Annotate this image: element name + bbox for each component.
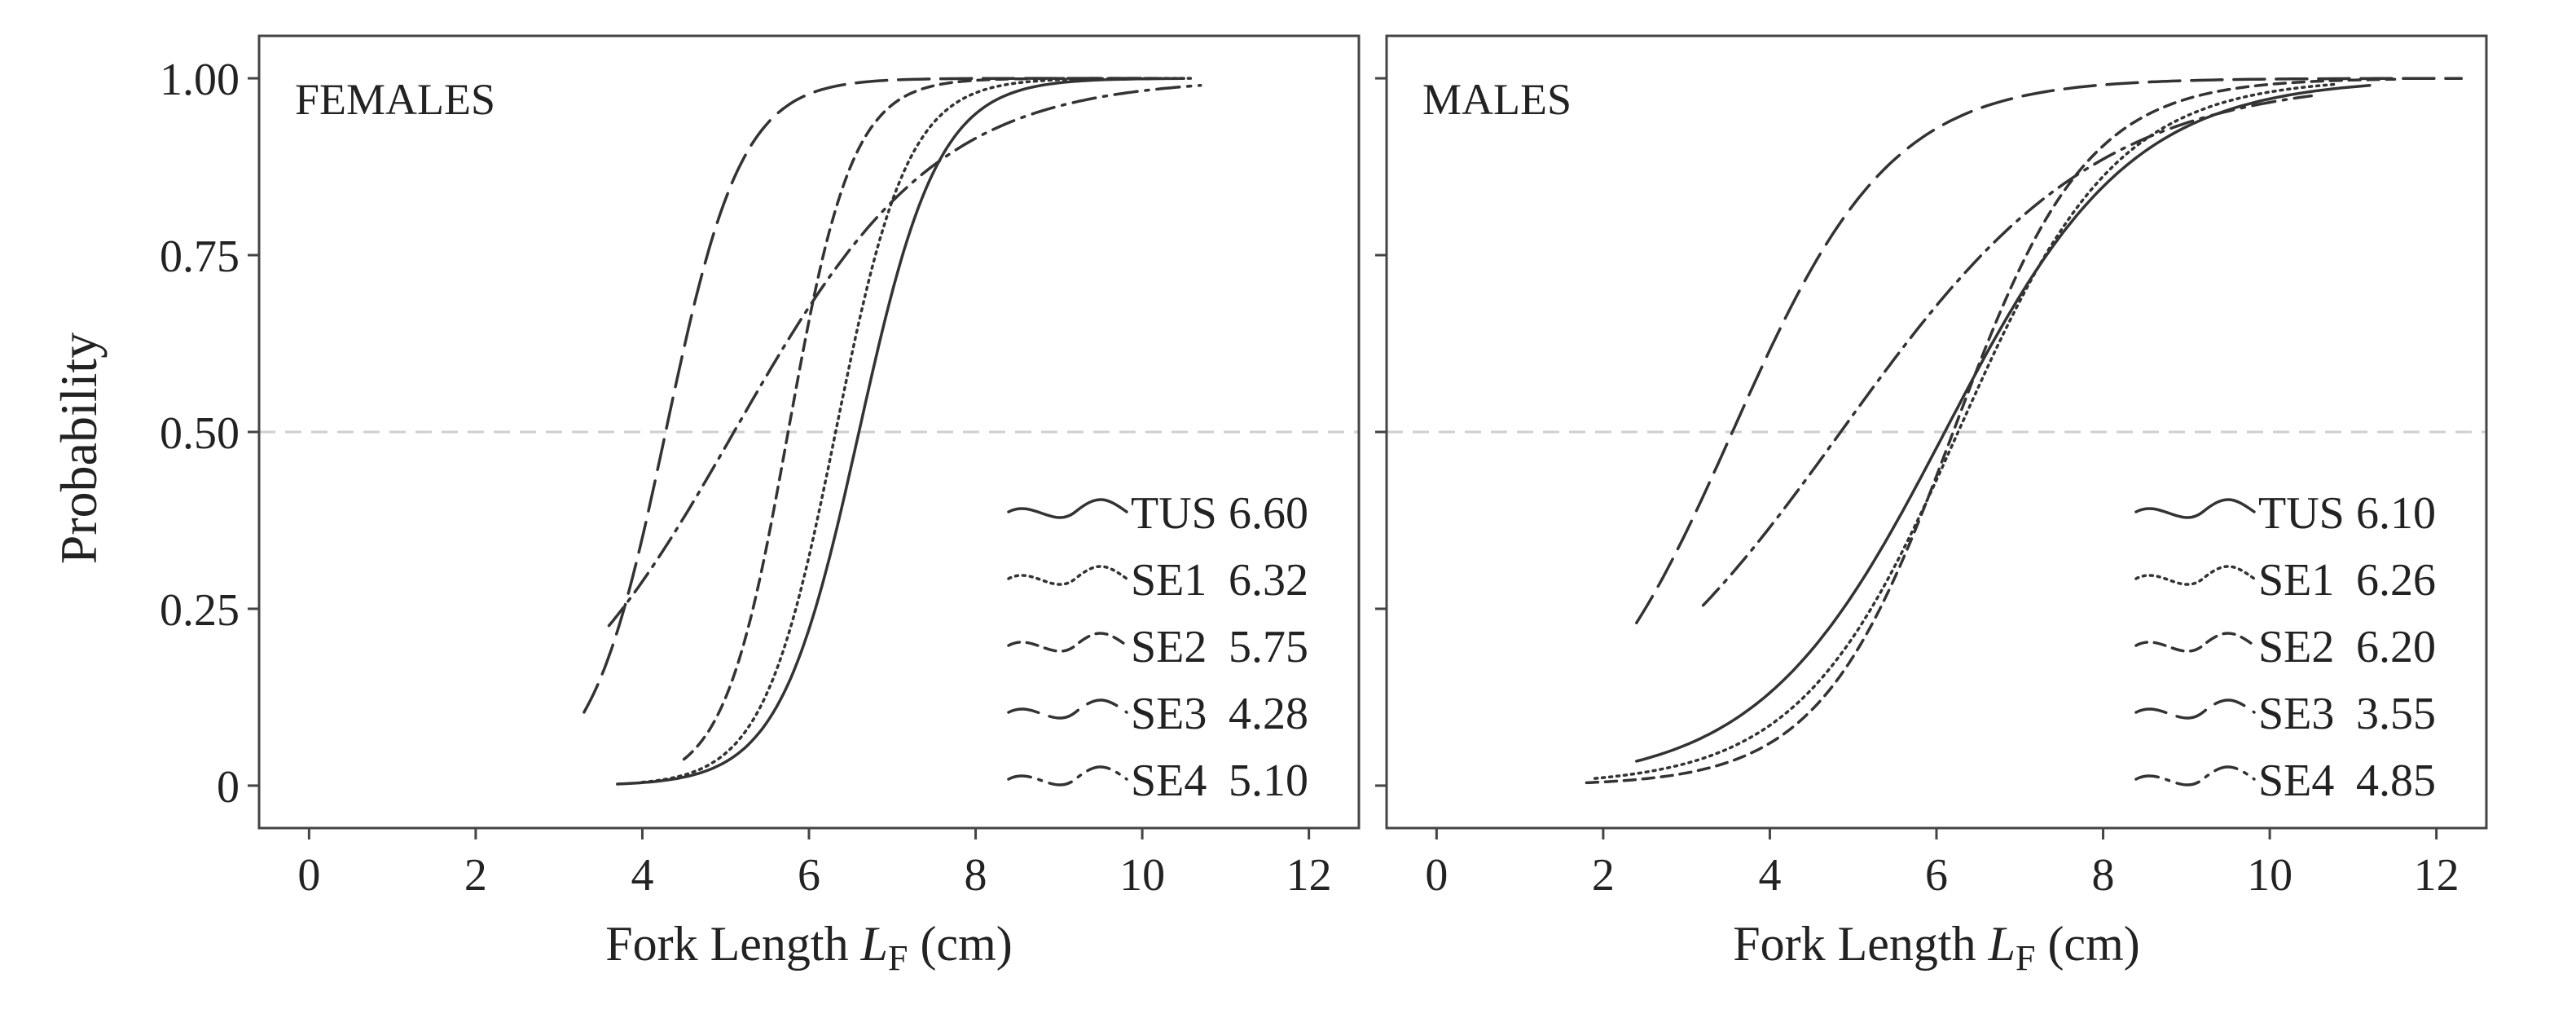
- x-tick-label: 4: [1758, 850, 1781, 901]
- curve-tus: [1635, 84, 2372, 763]
- legend-label-tus: TUS: [1131, 488, 1217, 539]
- legend-key-se4: [2134, 765, 2256, 786]
- panel-females: 0 0.25 0.50 0.75 1.00 0 2 4 6 8 10 12 Fork Length LF…: [160, 34, 1361, 978]
- legend-key-se1: [1007, 565, 1128, 586]
- legend-label-se4: SE4: [1131, 756, 1207, 806]
- legend-key-se3: [2134, 698, 2256, 720]
- curve-se3: [1635, 77, 2464, 624]
- legend-label-se1: SE1: [1131, 555, 1207, 606]
- curve-se4: [1701, 94, 2313, 607]
- legend-value-se2: 5.75: [1229, 622, 1308, 672]
- legend-label-tus: TUS: [2258, 488, 2345, 539]
- y-tick-label: 0: [217, 762, 240, 813]
- y-tick-label: 0.25: [160, 585, 240, 636]
- curve-tus: [616, 77, 1185, 786]
- x-tick-label: 0: [1425, 850, 1448, 901]
- legend-label-se3: SE3: [2258, 689, 2334, 739]
- legend-value-se1: 6.32: [1229, 555, 1308, 606]
- legend-value-tus: 6.10: [2356, 488, 2436, 539]
- legend-value-se4: 5.10: [1229, 756, 1308, 806]
- x-axis-title: Fork Length LF (cm): [1733, 917, 2139, 978]
- x-tick-label: 4: [631, 850, 653, 901]
- x-tick-label: 10: [2247, 850, 2292, 901]
- panel-males: 0 2 4 6 8 10 12 Fork Length LF (cm) MALES TUS 6.10…: [1375, 34, 2488, 978]
- x-tick-label: 6: [1925, 850, 1948, 901]
- legend-value-se3: 3.55: [2356, 689, 2436, 739]
- legend-label-se4: SE4: [2258, 756, 2334, 806]
- x-axis-title: Fork Length LF (cm): [605, 917, 1012, 978]
- x-tick-label: 10: [1119, 850, 1165, 901]
- legend-label-se1: SE1: [2258, 555, 2334, 606]
- legend-key-se4: [1007, 765, 1128, 786]
- legend-key-se3: [1007, 698, 1128, 720]
- curve-se4: [607, 84, 1202, 628]
- x-tick-label: 2: [464, 850, 487, 901]
- x-tick-label: 0: [297, 850, 320, 901]
- y-tick-label: 0.75: [160, 231, 240, 282]
- curve-se1: [640, 77, 1194, 784]
- legend-value-tus: 6.60: [1229, 488, 1308, 539]
- curve-se3: [582, 77, 1144, 714]
- y-tick-label: 1.00: [160, 55, 240, 105]
- legend-key-se2: [2134, 632, 2256, 653]
- legend-label-se2: SE2: [2258, 622, 2334, 672]
- legend-label-se3: SE3: [1131, 689, 1207, 739]
- x-tick-label: 8: [965, 850, 987, 901]
- x-tick-label: 8: [2092, 850, 2115, 901]
- panel-title: MALES: [1422, 75, 1572, 124]
- x-tick-label: 12: [1286, 850, 1332, 901]
- curve-se2: [1585, 77, 2397, 785]
- x-tick-label: 12: [2414, 850, 2460, 901]
- y-tick-label: 0.50: [160, 408, 240, 459]
- legend-key-tus: [2134, 498, 2256, 519]
- legend-key-se1: [2134, 565, 2256, 586]
- x-tick-label: 6: [798, 850, 820, 901]
- curve-se2: [682, 77, 1169, 761]
- legend-key-tus: [1007, 498, 1128, 519]
- legend-value-se2: 6.20: [2356, 622, 2436, 672]
- legend-key-se2: [1007, 632, 1128, 653]
- y-axis-title: Probability: [50, 333, 108, 564]
- panel-title: FEMALES: [295, 75, 495, 124]
- legend-value-se4: 4.85: [2356, 756, 2436, 806]
- legend-value-se3: 4.28: [1229, 689, 1308, 739]
- x-tick-label: 2: [1592, 850, 1615, 901]
- legend-label-se2: SE2: [1131, 622, 1207, 672]
- legend-value-se1: 6.26: [2356, 555, 2436, 606]
- curve-se1: [1593, 82, 2338, 780]
